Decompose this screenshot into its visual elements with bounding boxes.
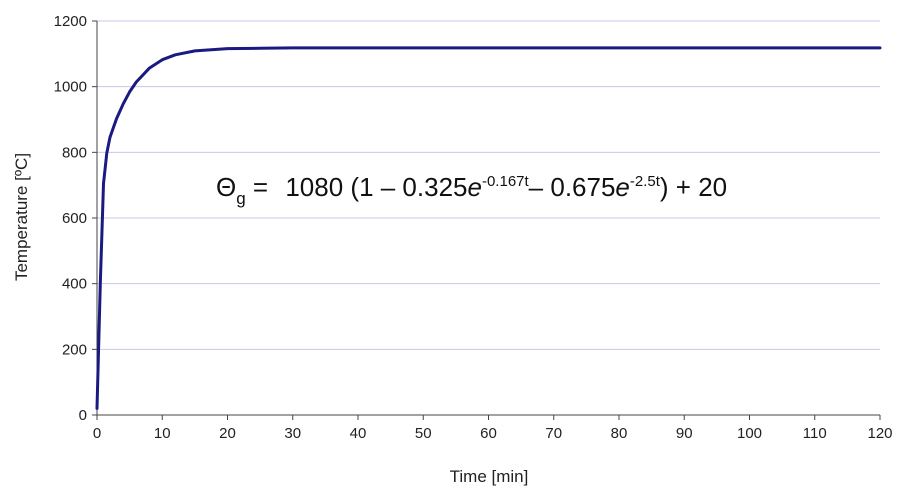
y-axis-label: Temperature [ºC] [12, 153, 31, 281]
x-axis-label: Time [min] [450, 467, 529, 486]
x-tick-label-50: 50 [415, 425, 432, 442]
x-tick-label-110: 110 [803, 425, 827, 442]
x-tick-label-10: 10 [154, 425, 171, 442]
y-tick-label-200: 200 [62, 341, 87, 358]
formula-part-3: ) + 20 [660, 172, 727, 202]
formula-subscript: g [236, 189, 245, 208]
axes [92, 20, 881, 420]
formula-exponent-2: -2.5t [630, 173, 661, 190]
x-tick-label-100: 100 [737, 425, 762, 442]
y-tick-label-400: 400 [62, 276, 87, 293]
formula-e-2: e [615, 172, 629, 202]
x-tick-label-70: 70 [545, 425, 562, 442]
formula-equals: = [246, 172, 276, 202]
formula-annotation: Θg = 1080 (1 – 0.325e-0.167t– 0.675e-2.5… [216, 172, 727, 208]
x-tick-label-80: 80 [611, 425, 628, 442]
formula-part-1: 1080 (1 – 0.325 [285, 172, 467, 202]
y-tick-label-1200: 1200 [54, 13, 87, 30]
y-tick-label-800: 800 [62, 144, 87, 161]
x-tick-label-30: 30 [284, 425, 301, 442]
series-line [95, 46, 882, 410]
y-tick-label-600: 600 [62, 210, 87, 227]
x-tick-label-0: 0 [93, 425, 101, 442]
formula-part-2: – 0.675 [529, 172, 616, 202]
formula-theta: Θ [216, 172, 236, 202]
x-tick-label-60: 60 [480, 425, 497, 442]
x-tick-label-90: 90 [676, 425, 693, 442]
formula-exponent-1: -0.167t [482, 173, 530, 190]
x-tick-label-20: 20 [219, 425, 236, 442]
grid-lines [97, 20, 880, 350]
x-tick-label-120: 120 [867, 425, 892, 442]
y-tick-label-0: 0 [79, 407, 87, 424]
tick-labels: 0 200 400 600 800 1000 1200 0 10 20 30 40 50 60 70 80 90… [54, 13, 893, 442]
formula-e-1: e [468, 172, 482, 202]
x-tick-label-40: 40 [350, 425, 367, 442]
y-tick-label-1000: 1000 [54, 79, 87, 96]
